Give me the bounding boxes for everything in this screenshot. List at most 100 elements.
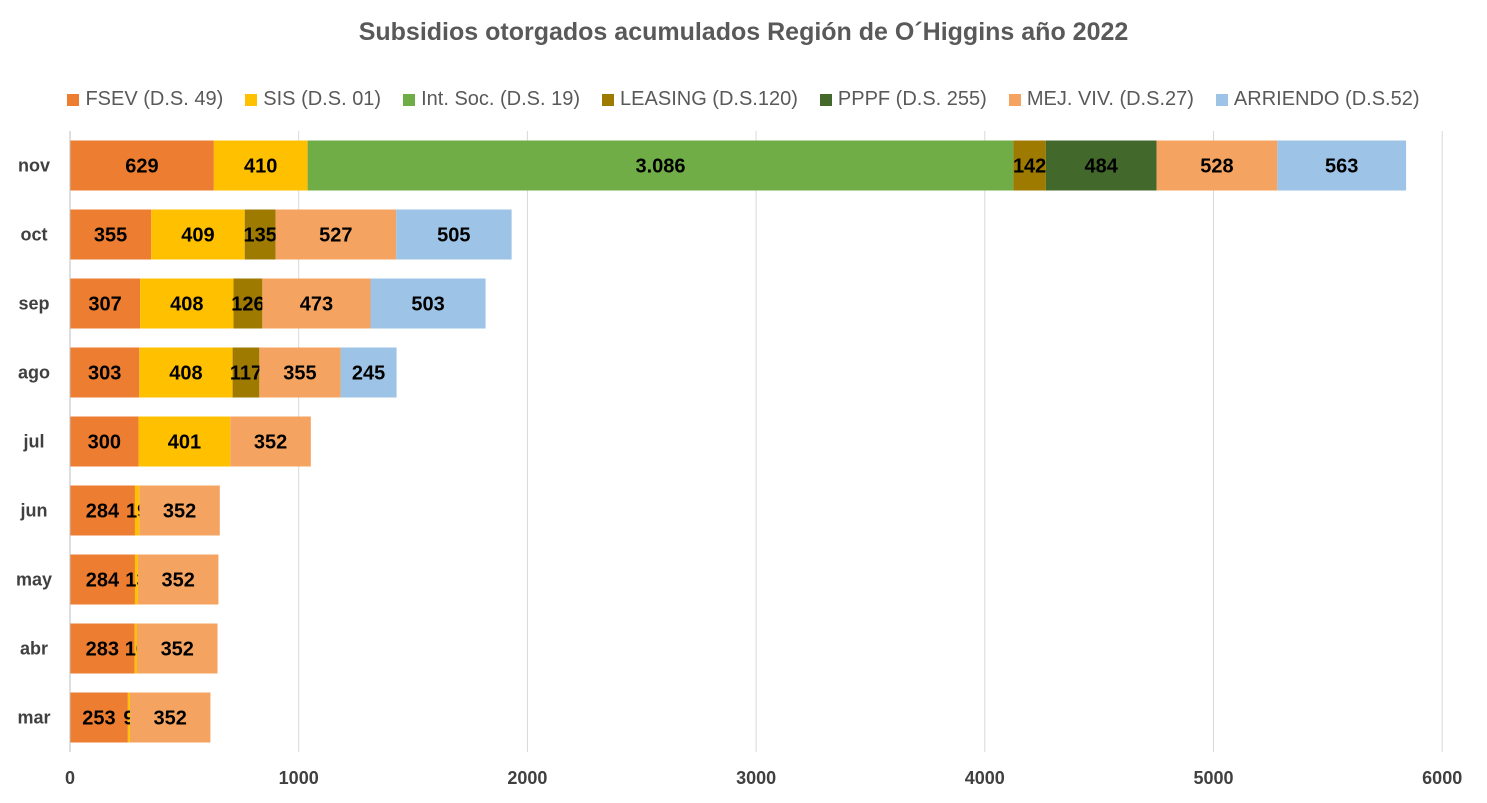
data-label: 355 (283, 363, 316, 385)
data-label: 245 (352, 363, 385, 385)
x-tick-label: 2000 (507, 768, 547, 788)
data-label: 307 (88, 294, 121, 316)
category-label: nov (18, 156, 50, 176)
bar-segment (340, 347, 397, 398)
data-label: 352 (161, 639, 194, 661)
bar-segment (232, 347, 260, 398)
legend-item: SIS (D.S. 01) (245, 88, 381, 111)
legend-item: LEASING (D.S.120) (602, 88, 798, 111)
bar-segment (138, 416, 231, 467)
legend-item: ARRIENDO (D.S.52) (1215, 88, 1420, 111)
legend: FSEV (D.S. 49) SIS (D.S. 01) Int. Soc. (D.… (0, 88, 1487, 111)
bar-segment (275, 209, 397, 260)
data-label: 9 (123, 708, 134, 730)
bar-segment (139, 485, 220, 536)
data-label: 408 (169, 363, 202, 385)
legend-label: PPPF (D.S. 255) (837, 88, 987, 110)
bar-segment (70, 554, 135, 605)
data-label: 352 (163, 501, 196, 523)
bar-segment (370, 278, 486, 329)
bar-segment (1013, 140, 1046, 191)
category-label: mar (17, 708, 50, 728)
data-label: 3.086 (635, 156, 685, 178)
bar-segment (134, 623, 138, 674)
chart-title: Subsidios otorgados acumulados Región de… (358, 18, 1129, 46)
bar-segment (1045, 140, 1157, 191)
legend-item: PPPF (D.S. 255) (819, 88, 987, 111)
data-label: 135 (243, 225, 276, 247)
data-label: 528 (1200, 156, 1233, 178)
bar-segment (129, 692, 211, 743)
x-tick-label: 5000 (1193, 768, 1233, 788)
bar-segment (70, 140, 214, 191)
bar-segment (137, 623, 218, 674)
data-label: 352 (254, 432, 287, 454)
x-tick-label: 0 (65, 768, 75, 788)
data-label: 629 (125, 156, 158, 178)
bar-segment (1277, 140, 1407, 191)
category-label: ago (18, 363, 50, 383)
data-label: 409 (181, 225, 214, 247)
bar-segment (233, 278, 263, 329)
data-label: 284 (86, 501, 120, 523)
legend-label: FSEV (D.S. 49) (85, 88, 224, 110)
bar-segment (70, 347, 140, 398)
data-label: 283 (86, 639, 119, 661)
bar-segment (151, 209, 245, 260)
legend-swatch (819, 93, 832, 106)
bar-segment (127, 692, 130, 743)
category-label: oct (21, 225, 48, 245)
bar-segment (244, 209, 276, 260)
data-label: 253 (82, 708, 115, 730)
data-label: 408 (170, 294, 203, 316)
legend-label: Int. Soc. (D.S. 19) (421, 88, 581, 110)
bar-segment (70, 209, 152, 260)
legend-swatch (403, 93, 416, 106)
category-label: jun (20, 501, 48, 521)
data-label: 142 (1013, 156, 1046, 178)
bar-segment (213, 140, 308, 191)
bar-segment (70, 416, 139, 467)
bar-segment (137, 554, 219, 605)
category-label: jul (23, 432, 45, 452)
x-tick-label: 1000 (279, 768, 319, 788)
bar-segment (139, 347, 233, 398)
data-label: 473 (300, 294, 333, 316)
legend-item: Int. Soc. (D.S. 19) (403, 88, 580, 111)
data-label: 126 (231, 294, 264, 316)
legend-swatch (67, 93, 80, 106)
category-label: may (16, 570, 52, 590)
data-label: 117 (230, 363, 262, 385)
legend-swatch (245, 93, 258, 106)
legend-swatch (1215, 93, 1228, 106)
data-label: 410 (244, 156, 277, 178)
data-label: 484 (1085, 156, 1119, 178)
bar-segment (70, 623, 135, 674)
category-label: abr (20, 639, 48, 659)
legend-item: MEJ. VIV. (D.S.27) (1008, 88, 1194, 111)
bar-segment (230, 416, 311, 467)
bar-segment (70, 692, 128, 743)
data-label: 527 (319, 225, 352, 247)
bar-segment (259, 347, 341, 398)
data-label: 352 (153, 708, 186, 730)
legend-label: ARRIENDO (D.S.52) (1233, 88, 1420, 110)
bar-segment (70, 485, 135, 536)
bar-segment (134, 485, 140, 536)
bar-segment (262, 278, 371, 329)
legend-label: LEASING (D.S.120) (620, 88, 798, 110)
legend-label: SIS (D.S. 01) (263, 88, 382, 110)
data-label: 505 (437, 225, 470, 247)
data-label: 284 (86, 570, 120, 592)
legend-swatch (1008, 93, 1021, 106)
data-label: 300 (88, 432, 121, 454)
legend-label: MEJ. VIV. (D.S.27) (1026, 88, 1194, 110)
bar-segment (140, 278, 234, 329)
bar-segment (134, 554, 138, 605)
category-label: sep (18, 294, 49, 314)
x-tick-label: 3000 (736, 768, 776, 788)
data-label: 563 (1325, 156, 1358, 178)
data-label: 355 (94, 225, 127, 247)
bar-segment (307, 140, 1014, 191)
